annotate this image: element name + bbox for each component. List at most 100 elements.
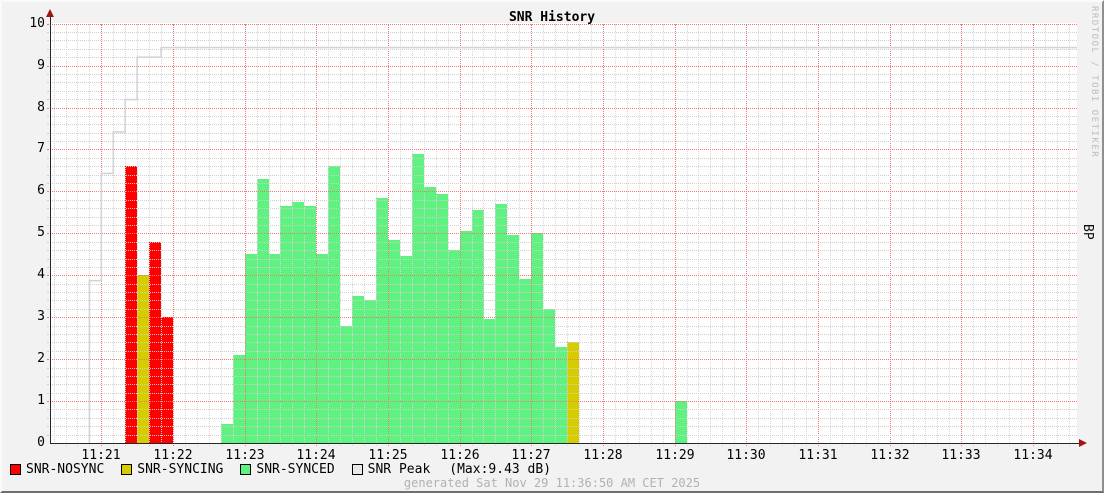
grid-line-horizontal [47, 376, 1077, 377]
grid-line-vertical [519, 24, 520, 446]
grid-line-vertical [352, 24, 353, 446]
grid-line-horizontal [47, 351, 1077, 352]
x-tick-label: 11:34 [1013, 448, 1053, 463]
grid-line-horizontal [47, 217, 1077, 218]
x-tick-label: 11:23 [225, 448, 265, 463]
grid-line-horizontal [47, 99, 1077, 100]
grid-line-vertical [579, 24, 580, 446]
y-tick-label: 3 [37, 309, 45, 324]
grid-line-horizontal [47, 200, 1077, 201]
grid-line-vertical [304, 24, 305, 446]
grid-line-horizontal [47, 74, 1077, 75]
grid-line-horizontal [47, 57, 1077, 58]
right-axis-label: BP [1080, 224, 1095, 240]
grid-line-vertical [973, 24, 974, 446]
grid-line-vertical [603, 24, 604, 446]
grid-line-horizontal [47, 435, 1077, 436]
grid-line-vertical [483, 24, 484, 446]
bar-snr-synced [364, 300, 376, 443]
grid-line-horizontal [47, 225, 1077, 226]
bar-snr-synced [292, 202, 304, 443]
grid-line-vertical [316, 24, 317, 446]
grid-line-horizontal [47, 384, 1077, 385]
grid-line-vertical [257, 24, 258, 446]
grid-line-vertical [424, 24, 425, 446]
grid-line-vertical [806, 24, 807, 446]
grid-line-vertical [531, 24, 532, 446]
x-tick-label: 11:27 [511, 448, 551, 463]
grid-line-vertical [161, 24, 162, 446]
generated-timestamp: generated Sat Nov 29 11:36:50 AM CET 202… [403, 476, 701, 490]
grid-line-horizontal [47, 284, 1077, 285]
grid-line-horizontal [47, 393, 1077, 394]
grid-line-vertical [555, 24, 556, 446]
grid-line-vertical [292, 24, 293, 446]
grid-line-horizontal [47, 133, 1077, 134]
x-tick-label: 11:31 [798, 448, 838, 463]
grid-line-vertical [985, 24, 986, 446]
y-tick-label: 5 [37, 225, 45, 240]
grid-line-horizontal [47, 368, 1077, 369]
grid-line-horizontal [47, 317, 1077, 318]
grid-line-horizontal [47, 191, 1077, 192]
grid-line-vertical [710, 24, 711, 446]
grid-line-vertical [125, 24, 126, 446]
y-tick-label: 1 [37, 393, 45, 408]
grid-line-vertical [543, 24, 544, 446]
legend-swatch-icon [240, 464, 252, 475]
grid-line-vertical [639, 24, 640, 446]
grid-line-vertical [340, 24, 341, 446]
grid-line-vertical [722, 24, 723, 446]
grid-line-vertical [328, 24, 329, 446]
legend-item-snr-syncing: SNR-SYNCING [121, 462, 223, 477]
grid-line-vertical [890, 24, 891, 446]
grid-line-vertical [149, 24, 150, 446]
grid-line-vertical [842, 24, 843, 446]
grid-line-horizontal [47, 250, 1077, 251]
x-tick-label: 11:29 [655, 448, 695, 463]
grid-line-vertical [436, 24, 437, 446]
grid-line-horizontal [47, 82, 1077, 83]
grid-line-vertical [770, 24, 771, 446]
grid-line-vertical [830, 24, 831, 446]
grid-line-vertical [615, 24, 616, 446]
grid-line-vertical [507, 24, 508, 446]
legend-item-label: SNR Peak [367, 462, 431, 477]
grid-line-horizontal [47, 91, 1077, 92]
x-tick-label: 11:25 [368, 448, 408, 463]
x-tick-label: 11:32 [870, 448, 910, 463]
bar-snr-synced [245, 254, 257, 443]
grid-line-horizontal [47, 418, 1077, 419]
grid-line-vertical [77, 24, 78, 446]
grid-line-vertical [746, 24, 747, 446]
grid-line-horizontal [47, 166, 1077, 167]
y-tick-label: 7 [37, 141, 45, 156]
grid-line-vertical [663, 24, 664, 446]
grid-line-horizontal [47, 24, 1077, 25]
grid-line-horizontal [47, 292, 1077, 293]
grid-line-horizontal [47, 401, 1077, 402]
grid-line-vertical [1033, 24, 1034, 446]
x-axis-arrow-icon [1079, 439, 1087, 447]
grid-line-horizontal [47, 326, 1077, 327]
grid-line-horizontal [47, 124, 1077, 125]
bar-snr-synced [316, 254, 328, 443]
grid-line-horizontal [47, 66, 1077, 67]
grid-line-horizontal [47, 309, 1077, 310]
grid-line-vertical [197, 24, 198, 446]
grid-line-vertical [698, 24, 699, 446]
legend-swatch-icon [351, 464, 363, 475]
grid-line-horizontal [47, 300, 1077, 301]
grid-line-vertical [1069, 24, 1070, 446]
grid-line-vertical [651, 24, 652, 446]
grid-line-vertical [412, 24, 413, 446]
grid-line-horizontal [47, 267, 1077, 268]
grid-line-horizontal [47, 242, 1077, 243]
grid-line-vertical [1021, 24, 1022, 446]
bar-snr-synced [460, 231, 472, 443]
grid-line-vertical [137, 24, 138, 446]
grid-line-horizontal [47, 108, 1077, 109]
chart-title: SNR History [508, 10, 596, 25]
legend-item-label: SNR-SYNCED [256, 462, 335, 477]
y-axis-line [50, 16, 51, 444]
